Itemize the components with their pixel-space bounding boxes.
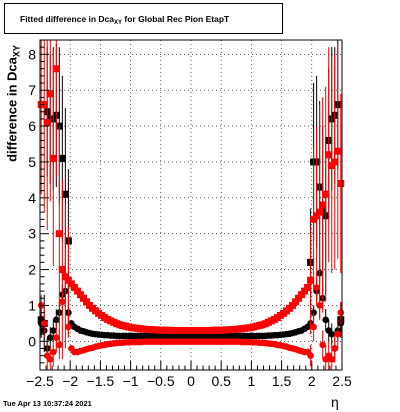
- data-point-square: [298, 291, 306, 299]
- x-tick-label: 0.5: [211, 373, 231, 389]
- series-3: [37, 262, 345, 370]
- data-point-circle: [322, 316, 329, 324]
- data-point-circle: [313, 284, 320, 291]
- data-point-circle: [49, 327, 57, 334]
- data-point-square: [76, 291, 84, 299]
- timestamp: Tue Apr 13 10:37:24 2021: [3, 399, 92, 408]
- data-point-circle: [316, 302, 323, 309]
- title-suffix: for Global Rec Pion EtapT: [122, 14, 230, 24]
- x-tick-label: −1.5: [87, 373, 115, 389]
- data-point-circle: [59, 298, 66, 306]
- data-point-square: [73, 287, 81, 295]
- data-point-circle: [46, 355, 54, 363]
- x-tick-label: 1.5: [272, 373, 292, 389]
- data-point-square: [83, 298, 91, 306]
- grid-lines: [39, 40, 343, 370]
- x-tick-label: 0: [187, 373, 195, 389]
- x-axis-label: η: [331, 394, 339, 410]
- y-tick-label: 7: [28, 82, 36, 98]
- x-tick-label: 1: [248, 373, 256, 389]
- y-axis-label-main: difference in Dca: [4, 57, 20, 162]
- axis-ticks: −2.5 −2 −1.5 −1 −0.5 0 0.5 1 1.5 2 2.5 0 1 2 3 4 5 6 7 8: [26, 39, 352, 389]
- y-tick-label: 5: [28, 154, 36, 170]
- chart-title: Fitted difference in DcaXY for Global Re…: [20, 14, 229, 26]
- data-point-square: [288, 301, 296, 309]
- data-point-square: [79, 294, 87, 302]
- data-point-square: [325, 151, 333, 159]
- data-point-square: [313, 212, 321, 220]
- data-point-square: [328, 162, 336, 170]
- data-point-square: [295, 294, 303, 302]
- data-point-circle: [319, 341, 326, 349]
- data-point-circle: [310, 323, 317, 331]
- data-point-square: [49, 154, 57, 162]
- y-tick-label: 4: [28, 190, 36, 206]
- x-tick-label: −1: [123, 373, 139, 389]
- y-tick-label: 2: [28, 262, 36, 278]
- data-point-square: [185, 327, 193, 335]
- data-point-square: [316, 208, 324, 216]
- data-point-square: [70, 284, 78, 291]
- data-point-square: [55, 230, 63, 238]
- series-2: [37, 40, 345, 360]
- data-point-square: [322, 190, 330, 198]
- data-point-circle: [49, 348, 57, 356]
- data-point-square: [43, 119, 51, 126]
- title-prefix: Fitted difference in Dca: [20, 14, 114, 24]
- data-point-square: [67, 280, 75, 288]
- data-point-square: [58, 266, 66, 274]
- y-axis-label: difference in DcaXY: [5, 39, 22, 169]
- x-tick-label: −2: [62, 373, 78, 389]
- data-point-square: [319, 201, 327, 209]
- data-point-square: [334, 147, 342, 155]
- data-point-square: [307, 276, 315, 284]
- data-point-circle: [46, 334, 54, 342]
- data-point-circle: [328, 355, 336, 363]
- data-point-circle: [53, 316, 60, 324]
- y-tick-label: 1: [28, 297, 36, 313]
- title-subscript: XY: [114, 20, 123, 26]
- data-point-circle: [337, 309, 345, 316]
- data-point-square: [291, 298, 299, 306]
- data-point-square: [61, 190, 69, 198]
- data-point-square: [301, 287, 309, 295]
- data-point-circle: [40, 320, 48, 327]
- y-tick-label: 8: [28, 46, 36, 62]
- data-point-circle: [307, 352, 314, 359]
- x-tick-label: −0.5: [147, 373, 175, 389]
- data-point-square: [304, 284, 312, 291]
- data-point-square: [331, 158, 339, 166]
- data-point-circle: [56, 341, 63, 349]
- y-tick-label: 6: [28, 118, 36, 134]
- title-box: Fitted difference in DcaXY for Global Re…: [4, 3, 283, 34]
- y-tick-label: 0: [28, 333, 36, 349]
- data-point-square: [310, 215, 318, 223]
- data-point-square: [58, 154, 66, 162]
- data-point-circle: [334, 330, 342, 338]
- data-point-circle: [328, 330, 336, 338]
- x-tick-label: 2.5: [332, 373, 352, 389]
- x-tick-label: 2: [308, 373, 316, 389]
- y-axis-label-subscript: XY: [11, 45, 22, 58]
- data-marks: [37, 40, 345, 370]
- y-tick-label: 3: [28, 226, 36, 242]
- data-point-square: [46, 90, 54, 98]
- data-point-circle: [65, 323, 72, 331]
- data-point-square: [64, 276, 72, 284]
- data-point-circle: [62, 273, 69, 281]
- data-point-circle: [331, 345, 339, 352]
- x-tick-label: −2.5: [26, 373, 54, 389]
- data-point-square: [52, 65, 60, 73]
- data-point-square: [337, 179, 345, 187]
- data-point-circle: [53, 334, 60, 342]
